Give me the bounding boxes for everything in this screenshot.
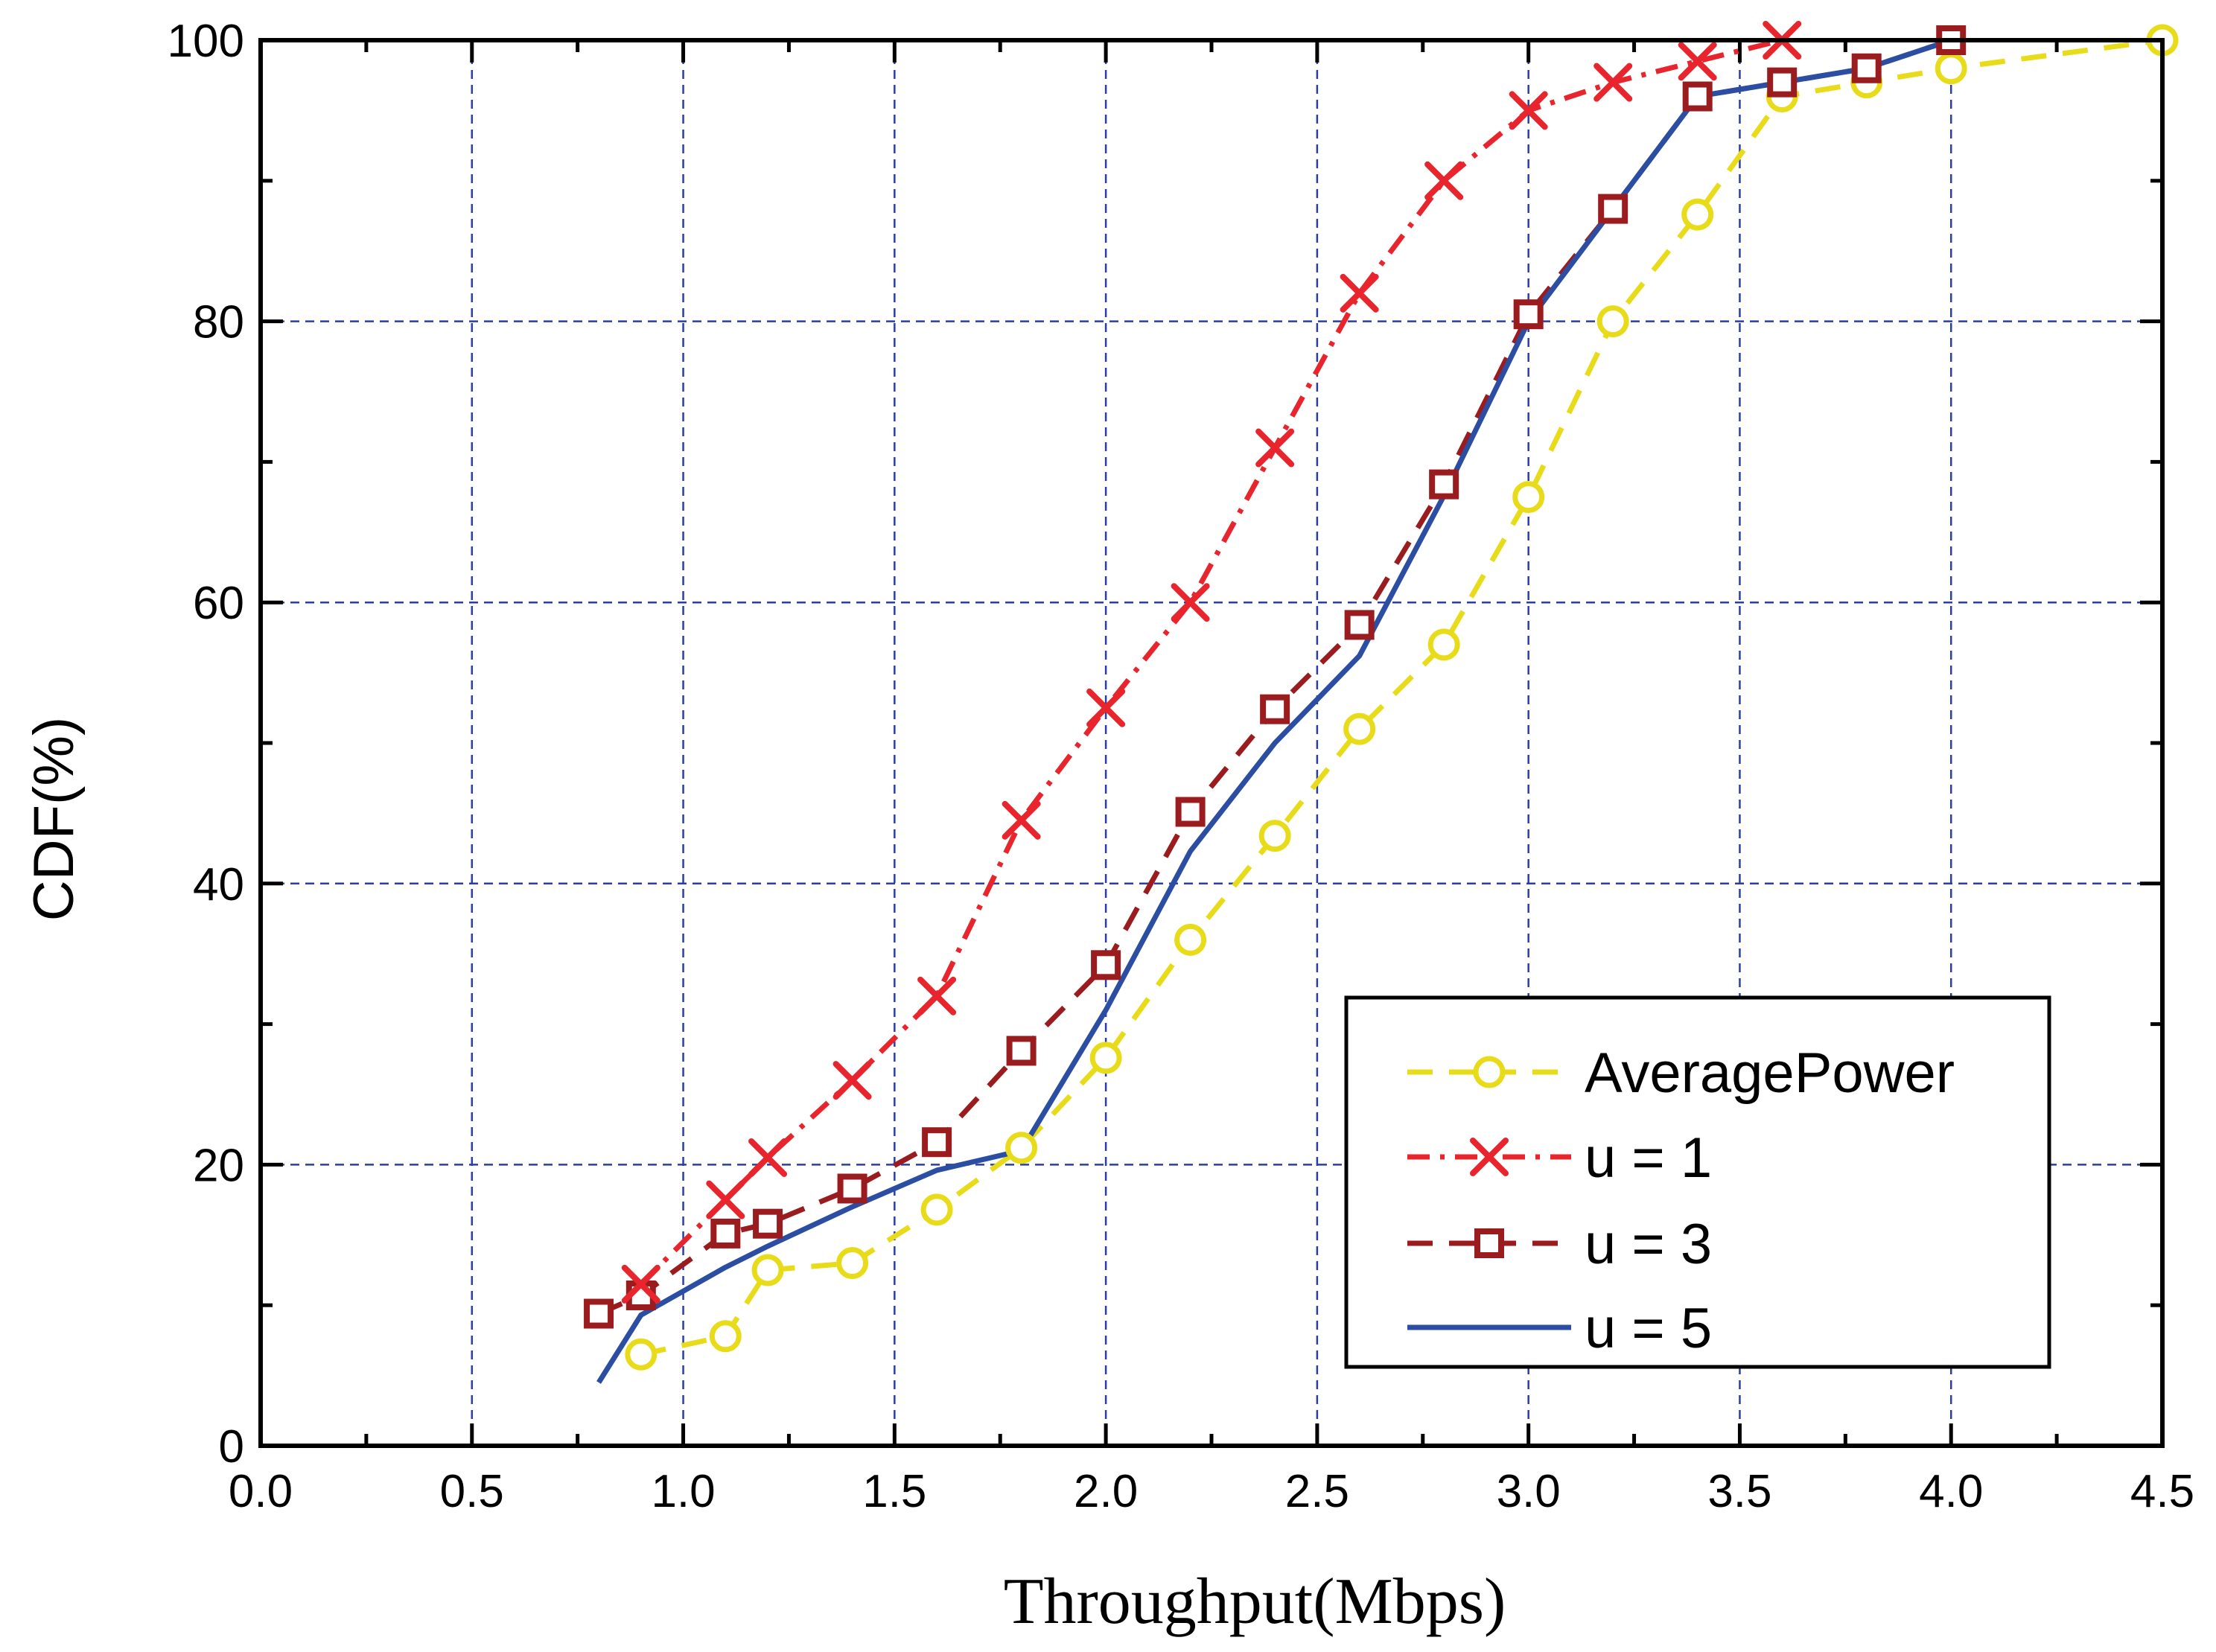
legend-marker (1474, 1228, 1504, 1258)
legend-entry: u = 5 (1407, 1297, 1712, 1360)
legend-entry: u = 3 (1407, 1213, 1712, 1276)
data-point (710, 1218, 741, 1248)
data-point (836, 1247, 869, 1280)
data-point (1509, 91, 1548, 130)
x-tick-label: 1.0 (651, 1466, 715, 1517)
series-line-1 (639, 37, 1783, 1286)
y-tick-label: 0 (219, 1421, 244, 1473)
data-point (1682, 81, 1713, 112)
data-point (1258, 820, 1291, 852)
legend-marker (1473, 1056, 1506, 1088)
data-point (621, 1264, 660, 1304)
data-point (837, 1173, 867, 1204)
data-point (1089, 1042, 1122, 1074)
legend-entry: u = 1 (1407, 1126, 1712, 1190)
data-point (1598, 194, 1628, 224)
y-tick-label: 60 (193, 578, 244, 629)
x-tick-label: 4.0 (1919, 1466, 1983, 1517)
data-point (1005, 1132, 1038, 1164)
legend: AveragePower u = 1 u = 3 u = 5 (1344, 995, 2051, 1369)
data-point (706, 1180, 745, 1219)
data-point (922, 1127, 952, 1158)
y-axis-title: CDF(%) (22, 717, 86, 921)
legend-label: AveragePower (1585, 1042, 1955, 1105)
data-point (920, 1193, 953, 1226)
data-point (1429, 469, 1459, 500)
x-tick-label: 3.5 (1707, 1466, 1771, 1517)
data-point (748, 1138, 788, 1177)
x-tick-label: 4.5 (2130, 1466, 2194, 1517)
legend-label: u = 1 (1585, 1126, 1712, 1190)
x-tick-label: 2.5 (1285, 1466, 1349, 1517)
x-tick-label: 0.0 (229, 1466, 293, 1517)
data-point (1512, 481, 1545, 514)
y-tick-labels: 0 20 40 60 80 100 (168, 16, 244, 1473)
data-point (1340, 273, 1379, 313)
data-point (1175, 797, 1206, 827)
data-point (917, 976, 957, 1015)
data-point (1174, 923, 1207, 956)
data-point (1171, 583, 1210, 622)
data-point (1006, 1036, 1037, 1066)
data-point (1427, 628, 1460, 661)
legend-label: u = 3 (1585, 1213, 1712, 1276)
data-point (625, 1338, 658, 1371)
data-point (709, 1320, 742, 1353)
legend-entry: AveragePower (1407, 1042, 1955, 1105)
data-point (1681, 198, 1714, 231)
data-point (1344, 610, 1375, 640)
data-point (1767, 67, 1798, 98)
x-tick-label: 2.0 (1074, 1466, 1138, 1517)
data-point (751, 1254, 784, 1286)
legend-label: u = 5 (1585, 1297, 1712, 1360)
data-point (1513, 299, 1544, 330)
data-point (1596, 305, 1629, 338)
x-axis-title: Throughput(Mbps) (1004, 1566, 1506, 1638)
data-point (1424, 161, 1464, 200)
data-point (1260, 694, 1290, 724)
plot-frame (258, 38, 2165, 1448)
x-tick-label: 0.5 (440, 1466, 504, 1517)
data-point (1086, 688, 1126, 727)
data-point (1593, 63, 1633, 102)
data-point (584, 1298, 614, 1329)
data-point (1851, 53, 1882, 83)
data-point (1343, 712, 1376, 745)
y-tick-label: 40 (193, 859, 244, 910)
legend-marker (1470, 1138, 1509, 1176)
data-point (1002, 800, 1041, 840)
y-tick-label: 20 (193, 1140, 244, 1191)
data-point (1091, 950, 1121, 980)
data-point (753, 1208, 783, 1239)
x-tick-label: 1.5 (862, 1466, 926, 1517)
legend-box (1344, 995, 2051, 1369)
y-tick-label: 100 (168, 16, 244, 67)
data-point (1678, 42, 1717, 81)
x-tick-label: 3.0 (1497, 1466, 1561, 1517)
data-point (1935, 52, 1967, 85)
y-tick-label: 80 (193, 297, 244, 348)
data-point (1255, 428, 1295, 468)
series-markers (584, 21, 2179, 1371)
x-tick-labels: 0.0 0.5 1.0 1.5 2.0 2.5 3.0 3.5 4.0 4.5 (229, 1466, 2194, 1517)
data-point (832, 1061, 872, 1100)
